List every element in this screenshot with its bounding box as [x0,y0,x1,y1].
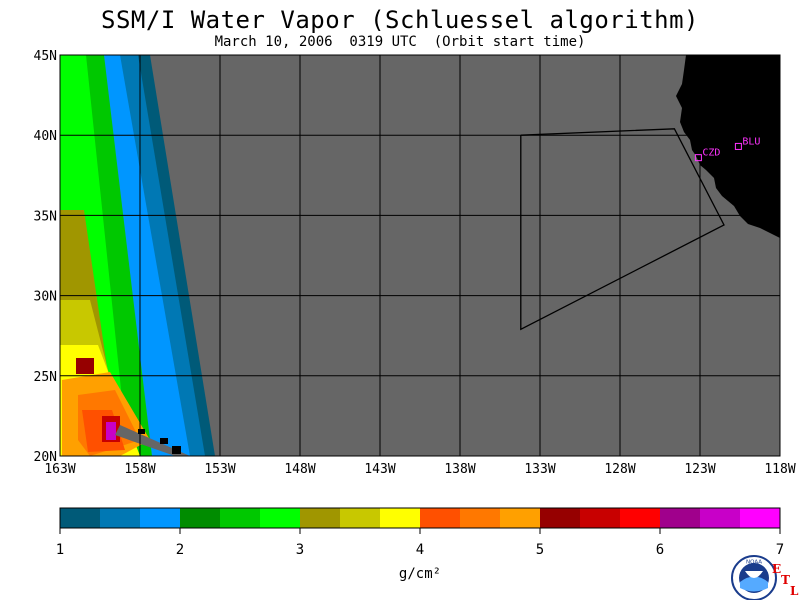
water-vapor-map: CZD BLU [59,54,781,457]
map-title: SSM/I Water Vapor (Schluessel algorithm) [101,6,699,34]
latitude-tick-label: 25N [34,370,57,385]
latitude-tick-label: 30N [34,290,57,305]
colorbar-unit: g/cm² [399,566,441,582]
longitude-tick-label: 128W [604,462,635,477]
etl-logo-letter: E [772,562,782,576]
colorbar-swatch [580,508,621,528]
colorbar-swatch [220,508,261,528]
longitude-tick-label: 133W [524,462,555,477]
latitude-tick-label: 45N [34,49,57,64]
colorbar-swatch [340,508,381,528]
colorbar-swatch [380,508,421,528]
longitude-tick-label: 163W [44,462,75,477]
map-subtitle: March 10, 2006 0319 UTC (Orbit start tim… [214,34,586,50]
colorbar-tick-labels: 1 2 3 4 5 6 7 [56,528,784,558]
longitude-tick-label: 143W [364,462,395,477]
longitude-tick-label: 158W [124,462,155,477]
longitude-tick-label: 123W [684,462,715,477]
colorbar-swatch [140,508,181,528]
hawaii-no-data-gap [115,425,190,456]
etl-logo-letter: T [781,573,790,587]
colorbar-tick-label: 6 [656,542,664,558]
longitude-tick-label: 118W [764,462,795,477]
latitude-tick-label: 35N [34,209,57,224]
longitude-labels: 163W 158W 153W 148W 143W 138W 133W 128W 123W 118W [44,462,795,477]
latitude-tick-label: 40N [34,129,57,144]
water-vapor-swath [60,55,215,456]
colorbar-swatch [460,508,501,528]
north-america-land [676,55,780,238]
map-frame [59,54,781,457]
hawaii-island [160,438,168,444]
lat-lon-grid [60,55,780,456]
noaa-logo: NOAA [731,555,777,600]
noaa-logo-text: NOAA [746,560,762,566]
hawaii-island [172,446,181,454]
colorbar-tick-label: 3 [296,542,304,558]
latitude-labels: 45N 40N 35N 30N 25N 20N [34,49,57,465]
colorbar-swatch [500,508,541,528]
station-label: BLU [742,136,760,147]
colorbar-swatch [180,508,221,528]
domain-outline [520,128,725,331]
colorbar-swatch [740,508,781,528]
etl-logo-letter: L [790,584,799,598]
colorbar-swatch [260,508,301,528]
colorbar-swatch [420,508,461,528]
colorbar-swatch [660,508,701,528]
colorbar [59,507,781,529]
longitude-tick-label: 138W [444,462,475,477]
station-marker [694,154,702,162]
stations: CZD BLU [694,136,760,162]
vapor-band-6-6 [106,422,116,440]
colorbar-swatch [300,508,341,528]
colorbar-swatch [620,508,661,528]
colorbar-tick-label: 2 [176,542,184,558]
station-label: CZD [702,148,720,159]
colorbar-swatch [700,508,741,528]
colorbar-tick-label: 5 [536,542,544,558]
vapor-band-5-3 [76,358,94,374]
hawaii-island [138,429,145,434]
colorbar-swatch [100,508,141,528]
colorbar-tick-label: 1 [56,542,64,558]
latitude-tick-label: 20N [34,450,57,465]
longitude-tick-label: 148W [284,462,315,477]
colorbar-tick-label: 7 [776,542,784,558]
colorbar-swatch [60,508,101,528]
station-marker [734,142,742,150]
colorbar-swatch [540,508,581,528]
colorbar-tick-label: 4 [416,542,424,558]
longitude-tick-label: 153W [204,462,235,477]
